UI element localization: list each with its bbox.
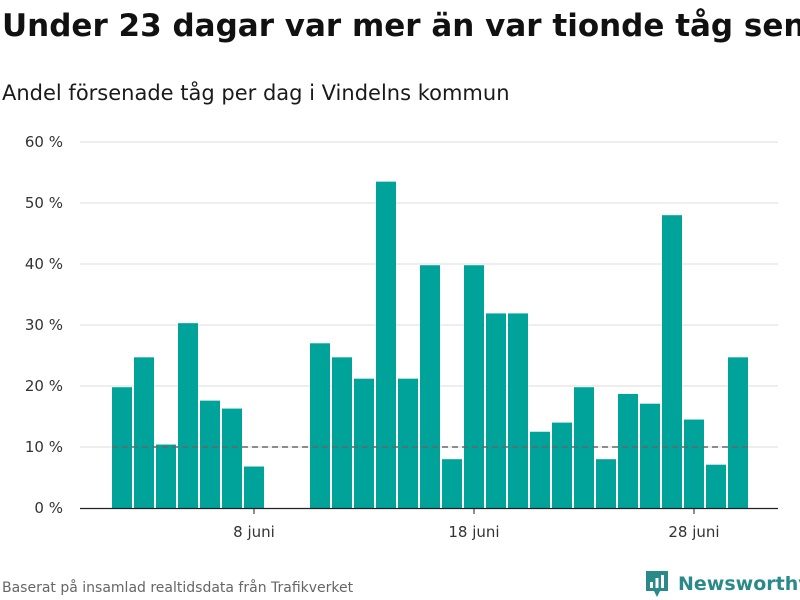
bar [244,466,264,508]
x-axis-ticks: 8 juni 18 juni 28 juni [233,508,720,541]
y-tick-label: 10 % [25,438,63,456]
brand-name: Newsworthy [678,573,800,595]
bar [530,431,550,508]
bar [596,459,616,508]
x-tick-label: 28 juni [668,523,719,541]
bar [398,378,418,508]
bar [464,265,484,508]
bar [222,408,242,508]
bar [618,393,638,508]
y-tick-label: 0 % [34,499,63,517]
x-tick-label: 18 juni [448,523,499,541]
bar [178,323,198,508]
y-tick-label: 20 % [25,377,63,395]
bar [134,357,154,508]
bar [552,422,572,508]
x-tick-label: 8 juni [233,523,275,541]
y-axis-tick-labels: 0 % 10 % 20 % 30 % 40 % 50 % 60 % [25,133,63,517]
bar-chart: 0 % 10 % 20 % 30 % 40 % 50 % 60 % 8 juni 18 jun… [25,133,778,541]
bar [728,357,748,508]
bar [684,419,704,508]
bar [376,181,396,508]
bar [200,400,220,508]
bar [662,215,682,508]
bar [508,313,528,508]
bar [442,459,462,508]
y-tick-label: 40 % [25,255,63,273]
bars [112,181,748,508]
chart-subtitle: Andel försenade tåg per dag i Vindelns k… [2,81,510,105]
source-note: Baserat på insamlad realtidsdata från Tr… [2,580,354,596]
y-tick-label: 60 % [25,133,63,151]
brand-logo: Newsworthy [644,568,800,600]
bar [310,343,330,508]
bar [706,464,726,508]
bar [354,378,374,508]
bar [486,313,506,508]
y-tick-label: 30 % [25,316,63,334]
bar [640,403,660,508]
bar [332,357,352,508]
newsworthy-logo-icon [646,571,668,597]
bar [420,265,440,508]
bar [156,444,176,508]
chart-title: Under 23 dagar var mer än var tionde tåg… [2,8,800,44]
y-tick-label: 50 % [25,194,63,212]
